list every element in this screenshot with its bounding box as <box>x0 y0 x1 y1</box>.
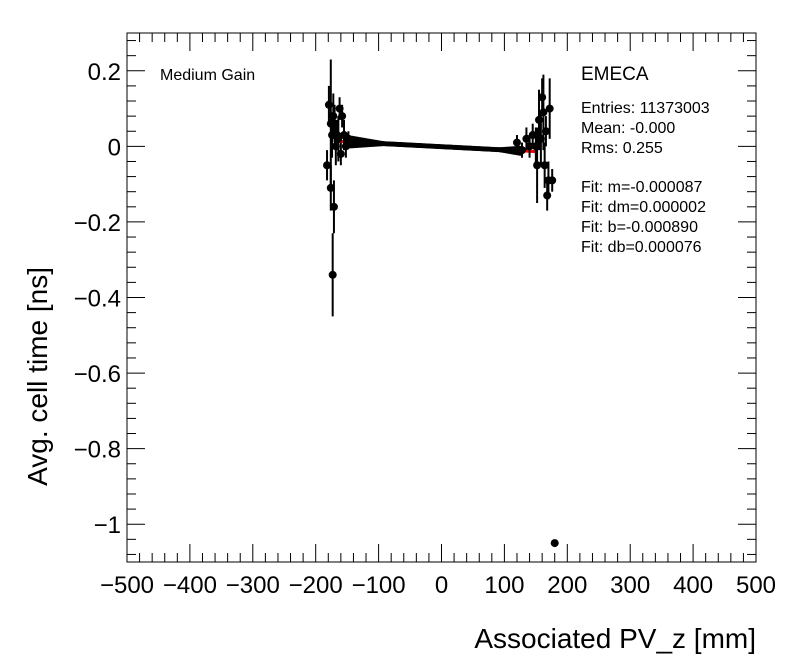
data-point <box>344 134 353 143</box>
y-tick-label: 0 <box>108 134 121 161</box>
stat-line: Fit: db=0.000076 <box>581 239 702 256</box>
x-tick-label: 300 <box>610 572 650 599</box>
stat-line: Mean: -0.000 <box>581 120 675 137</box>
region-label: EMECA <box>581 64 649 85</box>
data-point <box>518 146 527 155</box>
y-tick-label: −1 <box>94 512 121 539</box>
x-tick-label: 100 <box>484 572 524 599</box>
data-point <box>334 134 343 143</box>
y-axis-title: Avg. cell time [ns] <box>22 267 53 486</box>
x-tick-labels: −500 −400 −300 −200 −100 0 100 200 300 400 500 <box>100 572 776 599</box>
data-point <box>540 161 549 170</box>
data-points <box>323 59 559 548</box>
tick-marks <box>126 33 757 562</box>
x-tick-label: 200 <box>547 572 587 599</box>
data-point <box>522 134 531 143</box>
stat-line: Entries: 11373003 <box>581 100 710 117</box>
x-tick-label: 400 <box>673 572 713 599</box>
x-tick-label: −100 <box>352 572 406 599</box>
data-point <box>541 127 550 136</box>
y-tick-label: −0.2 <box>74 210 121 237</box>
y-tick-label: 0.2 <box>88 59 121 86</box>
y-tick-label: −0.6 <box>74 361 121 388</box>
x-tick-label: 0 <box>435 572 448 599</box>
data-point <box>545 104 554 113</box>
data-point <box>543 191 552 200</box>
data-point <box>539 108 548 117</box>
y-tick-labels: 0.2 0 −0.2 −0.4 −0.6 −0.8 −1 <box>74 59 121 539</box>
data-point <box>329 112 338 121</box>
x-tick-label: −300 <box>226 572 280 599</box>
x-tick-label: −500 <box>100 572 154 599</box>
data-point <box>525 142 534 151</box>
stat-line: Fit: b=-0.000890 <box>581 219 698 236</box>
data-point <box>548 176 557 185</box>
data-point <box>329 202 338 211</box>
data-point <box>512 138 521 147</box>
x-tick-label: 500 <box>736 572 776 599</box>
data-point <box>328 270 337 279</box>
y-tick-label: −0.4 <box>74 286 121 313</box>
stat-line: Fit: m=-0.000087 <box>581 179 703 196</box>
stat-line: Rms: 0.255 <box>581 140 663 157</box>
data-point <box>533 161 542 170</box>
x-axis-title: Associated PV_z [mm] <box>474 623 756 654</box>
x-tick-label: −400 <box>163 572 217 599</box>
data-point <box>528 131 537 140</box>
data-point <box>338 112 347 121</box>
data-point <box>336 149 345 158</box>
gain-label: Medium Gain <box>160 67 255 84</box>
x-tick-label: −200 <box>289 572 343 599</box>
stat-line: Fit: dm=0.000002 <box>581 199 706 216</box>
data-point <box>326 183 335 192</box>
y-tick-label: −0.8 <box>74 437 121 464</box>
data-point <box>538 93 547 102</box>
data-point <box>550 539 559 548</box>
data-point <box>323 161 332 170</box>
